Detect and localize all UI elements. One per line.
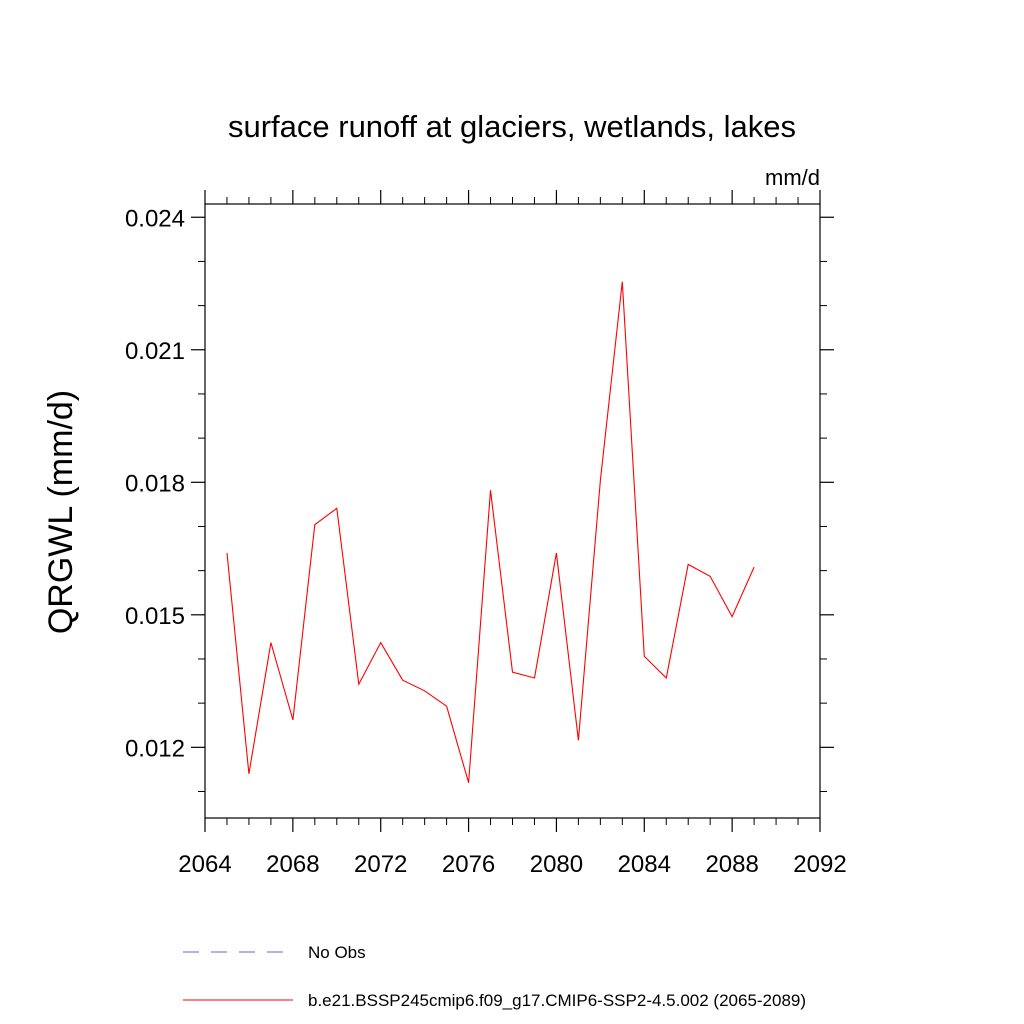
x-tick-label: 2072	[354, 851, 407, 878]
x-tick-label: 2080	[530, 851, 583, 878]
axis-ticks	[191, 190, 834, 832]
plot-frame	[204, 203, 821, 819]
y-tick-label: 0.012	[125, 735, 185, 762]
x-tick-label: 2064	[178, 851, 231, 878]
x-tick-label: 2076	[442, 851, 495, 878]
series-layer	[226, 281, 755, 783]
y-tick-label: 0.018	[125, 470, 185, 497]
x-tick-label: 2068	[266, 851, 319, 878]
chart-title: surface runoff at glaciers, wetlands, la…	[228, 109, 796, 144]
y-tick-label: 0.024	[125, 205, 185, 232]
x-tick-label: 2084	[618, 851, 671, 878]
legend: No Obs b.e21.BSSP245cmip6.f09_g17.CMIP6-S…	[183, 943, 806, 1010]
y-axis-label: QRGWL (mm/d)	[42, 390, 80, 634]
legend-label-1: b.e21.BSSP245cmip6.f09_g17.CMIP6-SSP2-4.…	[308, 991, 806, 1010]
legend-label-0: No Obs	[308, 943, 366, 962]
y-tick-label: 0.015	[125, 603, 185, 630]
axis-tick-labels: 2064 2068 2072 2076 2080 2084 2088 2092 0.012 0.0…	[125, 205, 847, 878]
units-label: mm/d	[765, 165, 820, 190]
series-line-1	[226, 281, 755, 783]
x-tick-label: 2092	[793, 851, 846, 878]
x-tick-label: 2088	[705, 851, 758, 878]
y-tick-label: 0.021	[125, 338, 185, 365]
